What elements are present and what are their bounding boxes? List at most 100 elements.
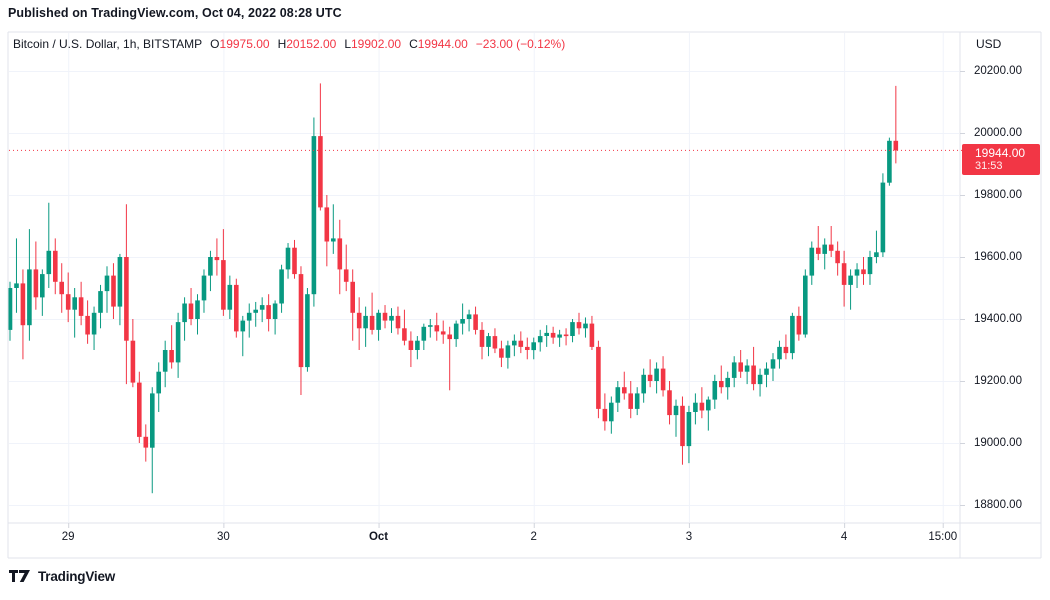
candle-body [428, 325, 433, 327]
candle-body [72, 297, 77, 310]
ohlc-letter: H [277, 37, 287, 51]
candle-body [14, 283, 19, 288]
candle-body [874, 252, 879, 257]
candle-body [751, 365, 756, 385]
candle-body [790, 315, 795, 354]
candle-body [887, 140, 892, 183]
candle-body [104, 275, 110, 292]
time-axis-label: 30 [216, 531, 230, 543]
candle-body [53, 250, 58, 282]
candle-body [641, 374, 646, 394]
candle-body [33, 269, 39, 298]
candle-body [318, 136, 323, 208]
price-axis-label: 19600.00 [974, 251, 1022, 263]
ohlc-letter: O [210, 37, 220, 51]
ohlc-value: 20152.00 [286, 37, 337, 51]
candle-body [253, 309, 258, 313]
candle-body [628, 393, 633, 409]
candle-body [7, 288, 13, 330]
candle-body [221, 260, 226, 310]
candle-body [460, 319, 465, 324]
candle-body [214, 257, 220, 261]
candle-body [622, 387, 627, 394]
candle-body [117, 257, 123, 307]
candle-body [731, 362, 737, 378]
candle-body [809, 247, 815, 276]
candle-body [246, 312, 252, 321]
candle-body [686, 412, 692, 447]
tradingview-brand-text: TradingView [38, 568, 116, 584]
candle-body [46, 250, 52, 275]
candle-body [272, 303, 278, 319]
bar-countdown: 31:53 [975, 160, 1003, 172]
candle-body [343, 269, 349, 282]
time-axis-label: 3 [685, 531, 693, 543]
ohlc-letter: L [344, 37, 351, 51]
candle-body [602, 408, 608, 422]
tradingview-logo-icon [9, 570, 30, 582]
price-axis-label: 19200.00 [974, 375, 1022, 387]
candle-body [234, 284, 239, 332]
candle-body [434, 325, 440, 332]
candle-body [311, 136, 317, 295]
ohlc-values: O19975.00 H20152.00 L19902.00 C19944.00 [210, 37, 468, 51]
candle-body [27, 269, 32, 326]
candle-body [124, 257, 129, 341]
candle-body [505, 345, 511, 358]
chart-legend: Bitcoin / U.S. Dollar, 1h, BITSTAMP O199… [13, 37, 565, 51]
ohlc-value: 19944.00 [417, 37, 468, 51]
candle-body [182, 303, 187, 323]
candle-body [408, 340, 414, 350]
candle-body [563, 334, 569, 337]
candle-body [382, 312, 388, 321]
candle-body [583, 323, 588, 329]
candle-body [85, 315, 90, 335]
candle-body [20, 283, 26, 326]
candle-body [143, 436, 149, 448]
candle-body [402, 328, 407, 341]
last-price-badge: 19944.00 31:53 [962, 144, 1040, 175]
candle-body [816, 247, 821, 254]
candle-body [169, 350, 174, 363]
candle-body [91, 312, 97, 335]
candle-body [706, 399, 711, 411]
candle-body [492, 336, 498, 349]
candle-body [615, 387, 621, 403]
candle-body [156, 371, 161, 394]
candle-body [266, 305, 271, 319]
ohlc-letter: C [409, 37, 418, 51]
candle-body [848, 275, 853, 285]
candle-body [447, 334, 452, 340]
candle-body [137, 382, 142, 437]
candle-body [557, 334, 562, 338]
candle-body [350, 281, 355, 313]
candle-body [796, 315, 802, 335]
candle-body [479, 329, 485, 347]
candle-body [576, 322, 582, 329]
candle-body [59, 281, 64, 295]
candle-body [822, 244, 827, 254]
ohlc-field-c: C19944.00 [409, 37, 468, 51]
candle-body [699, 402, 705, 411]
candle-body [305, 294, 310, 368]
candle-body [680, 405, 685, 447]
currency-label: USD [976, 37, 1002, 51]
footer-brand[interactable]: TradingView [9, 568, 115, 584]
price-axis-label: 19400.00 [974, 313, 1022, 325]
candle-body [130, 340, 136, 383]
candle-body [40, 274, 45, 298]
candle-body [331, 238, 336, 242]
price-axis-label: 20000.00 [974, 127, 1022, 139]
candle-body [376, 312, 381, 330]
candle-body [240, 320, 246, 332]
candle-body [473, 314, 478, 330]
candle-body [78, 297, 84, 316]
candle-body [861, 269, 866, 275]
candle-body [175, 322, 181, 363]
candle-body [596, 346, 601, 409]
ohlc-field-h: H20152.00 [278, 37, 337, 51]
candle-body [764, 368, 769, 375]
candle-body [667, 390, 672, 416]
candle-body [337, 238, 343, 270]
